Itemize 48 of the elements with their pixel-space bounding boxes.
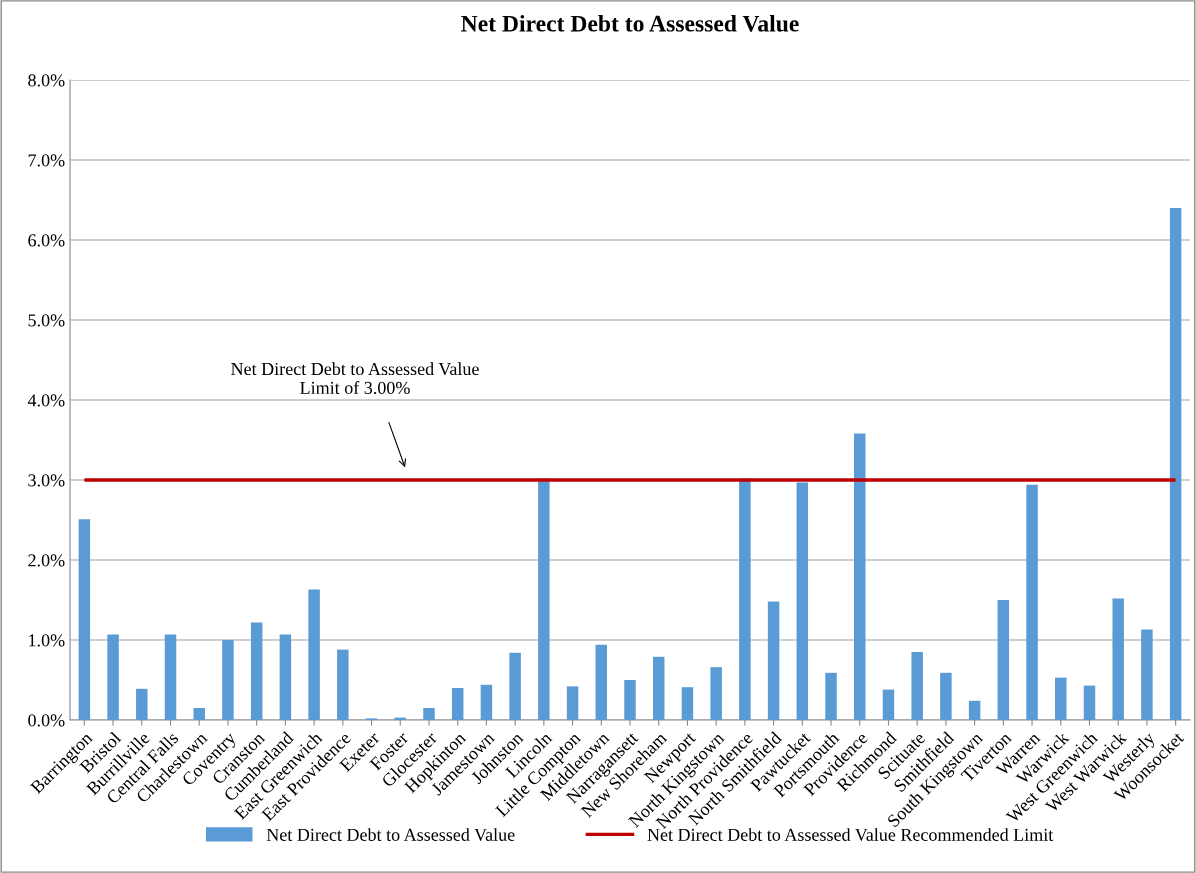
bar	[480, 684, 493, 720]
bar	[1083, 685, 1096, 720]
bar	[193, 708, 205, 720]
bar	[825, 672, 837, 720]
bar	[107, 634, 119, 720]
bar	[681, 687, 694, 720]
legend-label: Net Direct Debt to Assessed Value Recommended Limit	[647, 828, 1054, 841]
bar	[882, 689, 895, 720]
bar	[854, 433, 866, 720]
bar	[451, 688, 464, 720]
bar	[337, 649, 349, 720]
bar	[1169, 208, 1182, 720]
bar	[1141, 629, 1153, 720]
bar	[78, 519, 91, 720]
bar	[279, 634, 292, 720]
bar	[423, 708, 435, 720]
y-tick-label: 4.0%	[27, 394, 65, 407]
bar	[624, 680, 636, 720]
bar	[308, 589, 320, 720]
bar	[1112, 598, 1124, 720]
bar	[940, 672, 952, 720]
y-tick-label: 8.0%	[28, 74, 65, 87]
y-tick-label: 1.0%	[29, 634, 65, 647]
bar	[136, 688, 148, 720]
bar	[595, 644, 608, 720]
bar	[1026, 484, 1038, 720]
bar	[652, 656, 665, 720]
bar	[250, 622, 263, 720]
y-tick-label: 2.0%	[28, 554, 65, 567]
chart-title: Net Direct Debt to Assessed Value	[461, 15, 799, 32]
bar	[796, 482, 809, 720]
y-tick-label: 0.0%	[28, 714, 65, 727]
y-tick-label: 6.0%	[28, 234, 65, 247]
bar	[509, 652, 521, 720]
bar	[767, 601, 780, 720]
bar	[222, 640, 234, 720]
bar	[997, 600, 1010, 720]
annotation: Net Direct Debt to Assessed Value Limit of 3.00%	[231, 362, 479, 395]
bar	[968, 700, 981, 720]
bar	[164, 634, 177, 720]
y-tick-label: 5.0%	[28, 314, 65, 327]
bar	[911, 652, 923, 720]
y-tick-label: 7.0%	[28, 154, 65, 167]
bar	[1055, 677, 1067, 720]
bar	[566, 686, 579, 720]
y-tick-label: 3.0%	[28, 474, 65, 487]
legend-label: Net Direct Debt to Assessed Value	[266, 828, 515, 841]
bar	[710, 667, 722, 720]
